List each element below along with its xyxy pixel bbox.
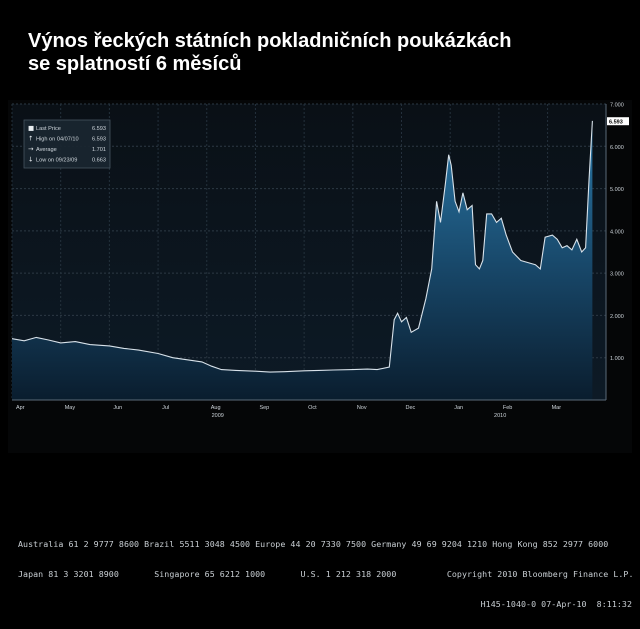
y-tick-label: 6.000 [610,145,624,151]
x-tick-label: May [65,405,76,411]
last-price-value: 6.593 [609,120,623,126]
y-tick-label: 3.000 [610,272,624,278]
legend-value: 6.593 [92,126,106,132]
bloomberg-footer: Australia 61 2 9777 8600 Brazil 5511 304… [18,519,638,629]
legend-label: Last Price [36,126,61,132]
x-tick-label: Jul [162,405,169,411]
footer-contacts-line-2: Japan 81 3 3201 8900 Singapore 65 6212 1… [18,569,634,579]
x-axis: Apr May Jun Jul Aug Sep Oct Nov Dec Jan Feb Mar 2009… [12,399,606,419]
yield-area-fill [12,120,593,401]
x-tick-label: Sep [259,405,269,411]
x-tick-label: Aug [211,405,221,411]
x-tick-label: Nov [357,405,367,411]
y-tick-label: 5.000 [610,187,624,193]
y-axis: 1.000 2.000 3.000 4.000 5.000 6.000 7.000 6.593 [605,103,629,400]
legend-value: 6.593 [92,137,106,143]
y-tick-label: 7.000 [610,103,624,109]
yield-series [11,120,593,401]
x-tick-label: Apr [16,405,25,411]
legend-box-icon: ■ [28,124,34,132]
legend-arrow-up-icon: ↑ [28,135,33,143]
legend-value: 1.701 [92,147,106,153]
legend-label: Average [36,147,57,153]
legend-label: High on 04/07/10 [36,137,79,143]
chart-legend: ■ Last Price 6.593 ↑ High on 04/07/10 6.593 → A… [23,119,111,169]
legend-arrow-flat-icon: → [28,145,34,153]
slide-title-line-2: se splatností 6 měsíců [28,53,242,75]
footer-contacts-line-1: Australia 61 2 9777 8600 Brazil 5511 304… [18,539,609,549]
legend-box [23,119,111,169]
y-tick-label: 4.000 [610,229,624,235]
footer-timestamp: H145-1040-0 07-Apr-10 8:11:32 [480,599,632,609]
year-label: 2009 [212,413,224,419]
slide-title: Výnos řeckých státních pokladničních pou… [28,30,618,76]
legend-arrow-down-icon: ↓ [28,156,33,164]
yield-line [11,120,593,373]
x-tick-label: Oct [308,405,317,411]
y-tick-label: 2.000 [610,314,624,320]
year-label: 2010 [494,413,506,419]
slide-title-line-1: Výnos řeckých státních pokladničních pou… [28,30,512,52]
x-tick-label: Dec [406,405,416,411]
legend-value: 0.663 [92,158,106,164]
x-tick-label: Feb [503,405,512,411]
last-price-marker [607,117,629,126]
x-tick-label: Mar [552,405,562,411]
x-tick-label: Jan [454,405,463,411]
y-tick-label: 1.000 [610,356,624,362]
legend-label: Low on 09/23/09 [36,158,77,164]
bloomberg-terminal-panel: 1.000 2.000 3.000 4.000 5.000 6.000 7.000 6.593… [8,100,633,609]
yield-chart: 1.000 2.000 3.000 4.000 5.000 6.000 7.000 6.593… [11,103,629,419]
x-tick-label: Jun [113,405,122,411]
